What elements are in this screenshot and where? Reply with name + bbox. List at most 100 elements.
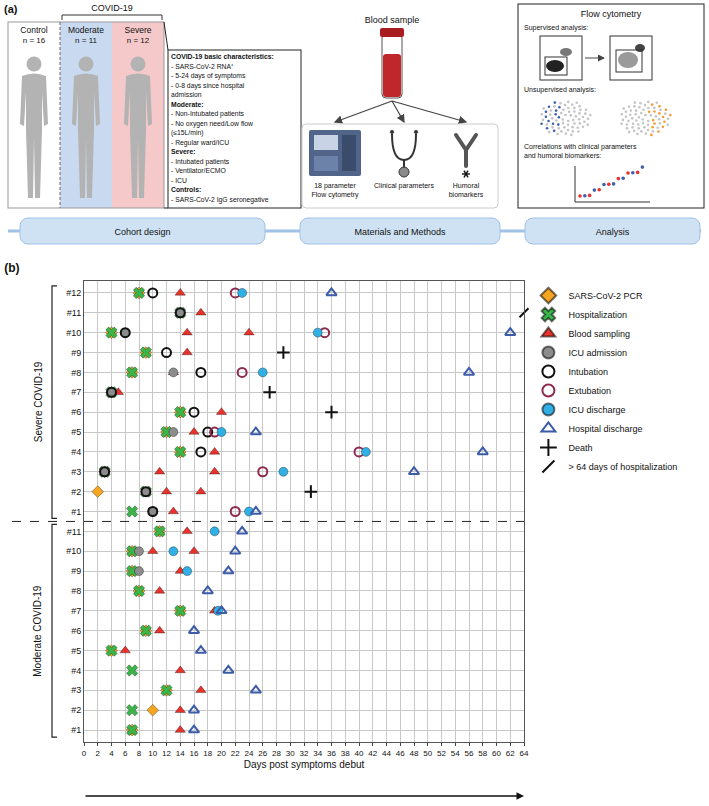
svg-text:Clinical parameters: Clinical parameters bbox=[374, 182, 434, 190]
svg-text:#12: #12 bbox=[66, 288, 81, 298]
svg-text:#6: #6 bbox=[71, 407, 81, 417]
svg-text:Blood sampling: Blood sampling bbox=[568, 329, 630, 339]
svg-text:42: 42 bbox=[368, 749, 377, 758]
svg-text:Moderate COVID-19: Moderate COVID-19 bbox=[32, 585, 43, 677]
svg-text:16: 16 bbox=[190, 749, 199, 758]
svg-text:and humoral biomarkers:: and humoral biomarkers: bbox=[524, 152, 601, 159]
svg-text:n = 12: n = 12 bbox=[127, 36, 150, 45]
svg-text:Days post symptoms debut: Days post symptoms debut bbox=[244, 759, 365, 770]
svg-text:COVID-19: COVID-19 bbox=[91, 3, 133, 13]
svg-text:56: 56 bbox=[465, 749, 474, 758]
svg-text:#11: #11 bbox=[67, 527, 81, 537]
svg-text:54: 54 bbox=[451, 749, 460, 758]
svg-text:#7: #7 bbox=[71, 387, 81, 397]
svg-text:#10: #10 bbox=[66, 546, 81, 556]
svg-text:Humoral: Humoral bbox=[453, 182, 480, 189]
svg-text:Extubation: Extubation bbox=[568, 386, 611, 396]
svg-text:30: 30 bbox=[286, 749, 295, 758]
svg-text:44: 44 bbox=[382, 749, 391, 758]
svg-text:ICU admission: ICU admission bbox=[568, 348, 627, 358]
svg-text:#4: #4 bbox=[71, 666, 81, 676]
svg-text:- No oxygen need/Low flow: - No oxygen need/Low flow bbox=[171, 120, 253, 128]
svg-text:58: 58 bbox=[478, 749, 487, 758]
svg-text:- 5-24 days of symptoms: - 5-24 days of symptoms bbox=[171, 72, 246, 80]
svg-text:biomarkers: biomarkers bbox=[449, 191, 484, 198]
svg-text:62: 62 bbox=[506, 749, 515, 758]
svg-text:48: 48 bbox=[410, 749, 419, 758]
svg-text:> 64 days of hospitalization: > 64 days of hospitalization bbox=[568, 462, 677, 472]
svg-text:#5: #5 bbox=[71, 427, 81, 437]
svg-text:8: 8 bbox=[137, 749, 142, 758]
svg-text:- 0-8 days since hospital: - 0-8 days since hospital bbox=[171, 82, 245, 90]
svg-text:Cohort design: Cohort design bbox=[114, 227, 170, 237]
svg-text:28: 28 bbox=[272, 749, 281, 758]
svg-text:#7: #7 bbox=[71, 606, 81, 616]
svg-text:n = 11: n = 11 bbox=[75, 36, 97, 45]
svg-text:46: 46 bbox=[396, 749, 405, 758]
svg-text:ICU discharge: ICU discharge bbox=[568, 405, 625, 415]
svg-text:Severe: Severe bbox=[125, 25, 152, 35]
svg-text:4: 4 bbox=[109, 749, 114, 758]
svg-text:admission: admission bbox=[171, 91, 202, 98]
svg-text:- SARS-CoV-2 IgG seronegative: - SARS-CoV-2 IgG seronegative bbox=[171, 196, 269, 204]
svg-text:50: 50 bbox=[423, 749, 432, 758]
svg-text:Controls:: Controls: bbox=[171, 186, 201, 193]
svg-text:#4: #4 bbox=[71, 447, 81, 457]
svg-text:34: 34 bbox=[313, 749, 322, 758]
svg-text:52: 52 bbox=[437, 749, 446, 758]
svg-text:2: 2 bbox=[96, 749, 101, 758]
svg-text:Control: Control bbox=[20, 25, 48, 35]
svg-text:32: 32 bbox=[300, 749, 309, 758]
svg-text:Hospital discharge: Hospital discharge bbox=[568, 424, 642, 434]
svg-text:#5: #5 bbox=[71, 646, 81, 656]
svg-text:36: 36 bbox=[327, 749, 336, 758]
svg-text:20: 20 bbox=[217, 749, 226, 758]
svg-text:Flow cytometry: Flow cytometry bbox=[581, 9, 642, 19]
svg-text:Correlations with clinical par: Correlations with clinical parameters bbox=[524, 143, 637, 151]
svg-text:SARS-CoV-2 PCR: SARS-CoV-2 PCR bbox=[568, 291, 643, 301]
svg-text:Materials and Methods: Materials and Methods bbox=[354, 227, 446, 237]
svg-text:10: 10 bbox=[148, 749, 157, 758]
svg-text:Unsupervised analysis:: Unsupervised analysis: bbox=[524, 86, 596, 94]
svg-text:Supervised analysis:: Supervised analysis: bbox=[524, 24, 588, 32]
svg-text:22: 22 bbox=[231, 749, 240, 758]
svg-text:#11: #11 bbox=[67, 308, 81, 318]
svg-text:#2: #2 bbox=[71, 487, 81, 497]
svg-text:6: 6 bbox=[123, 749, 128, 758]
svg-text:14: 14 bbox=[176, 749, 185, 758]
svg-text:- Intubated patients: - Intubated patients bbox=[171, 158, 230, 166]
svg-text:18 parameter: 18 parameter bbox=[314, 182, 356, 190]
svg-text:Moderate: Moderate bbox=[68, 25, 104, 35]
svg-text:(≤15L/min): (≤15L/min) bbox=[171, 129, 203, 137]
svg-text:Hospitalization: Hospitalization bbox=[568, 310, 627, 320]
svg-text:64: 64 bbox=[520, 749, 529, 758]
svg-text:40: 40 bbox=[355, 749, 364, 758]
svg-text:- SARS-CoV-2 RNA⁺: - SARS-CoV-2 RNA⁺ bbox=[171, 63, 234, 70]
svg-text:26: 26 bbox=[258, 749, 267, 758]
svg-text:18: 18 bbox=[203, 749, 212, 758]
svg-text:60: 60 bbox=[492, 749, 501, 758]
svg-text:#1: #1 bbox=[71, 725, 81, 735]
svg-text:#8: #8 bbox=[71, 586, 81, 596]
svg-text:(a): (a) bbox=[4, 3, 18, 15]
svg-text:Blood sample: Blood sample bbox=[365, 15, 420, 25]
svg-text:#3: #3 bbox=[71, 685, 81, 695]
svg-text:Death: Death bbox=[568, 443, 592, 453]
svg-text:Intubation: Intubation bbox=[568, 367, 608, 377]
svg-text:38: 38 bbox=[341, 749, 350, 758]
svg-text:#1: #1 bbox=[71, 507, 81, 517]
svg-text:n = 16: n = 16 bbox=[23, 36, 46, 45]
svg-text:0: 0 bbox=[82, 749, 87, 758]
svg-text:#3: #3 bbox=[71, 467, 81, 477]
svg-text:#9: #9 bbox=[71, 566, 81, 576]
svg-text:#10: #10 bbox=[66, 328, 81, 338]
svg-text:Moderate:: Moderate: bbox=[171, 101, 203, 108]
svg-text:#9: #9 bbox=[71, 348, 81, 358]
svg-text:Analysis: Analysis bbox=[596, 227, 630, 237]
svg-text:24: 24 bbox=[245, 749, 254, 758]
svg-text:(b): (b) bbox=[4, 261, 19, 275]
svg-text:Flow cytometry: Flow cytometry bbox=[311, 191, 359, 199]
svg-text:- ICU: - ICU bbox=[171, 177, 187, 184]
svg-text:#6: #6 bbox=[71, 626, 81, 636]
svg-text:#8: #8 bbox=[71, 368, 81, 378]
